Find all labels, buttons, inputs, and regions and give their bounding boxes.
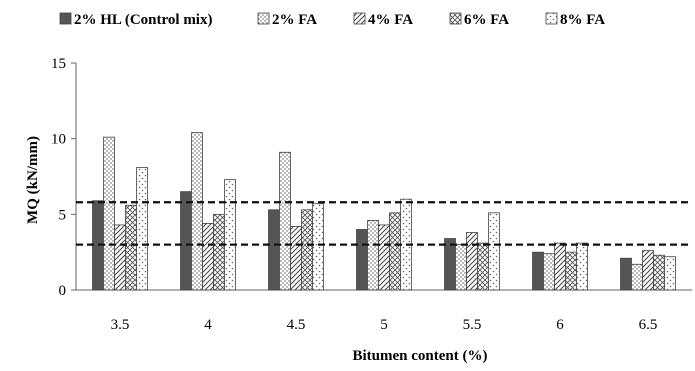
bar [125,204,137,291]
legend-label: 8% FA [560,12,605,28]
legend: 2% HL (Control mix) 2% FA 4% FA 6% FA 8% FA [59,12,605,28]
x-tick-label: 4 [204,317,212,333]
x-tick-label: 5 [380,317,388,333]
bar [455,244,467,291]
y-tick-label: 0 [59,283,67,299]
legend-swatch [353,12,366,25]
bar [631,263,643,291]
bar [378,224,390,291]
x-axis-title: Bitumen content (%) [353,348,488,364]
x-ticks: 3.5 4 4.5 5 5.5 6 6.5 [111,317,658,333]
bar [180,191,192,291]
bar [191,132,203,291]
legend-swatch [59,12,72,25]
bar [444,238,456,291]
bar [477,242,489,291]
legend-label: 6% FA [464,12,509,28]
bar [268,209,280,291]
reference-lines [76,201,692,246]
bar [103,136,115,291]
bar [554,242,566,291]
bar [642,250,654,291]
bar [279,151,291,291]
y-tick-label: 5 [59,207,67,223]
bar [664,256,676,291]
bar [543,253,555,291]
bar [488,212,500,291]
bar [532,251,544,291]
x-tick-label: 6.5 [639,317,658,333]
y-tick-label: 15 [51,56,66,72]
bar [653,254,665,291]
bar [367,219,379,291]
y-ticks: 0 5 10 15 [51,56,76,299]
bar [576,242,588,291]
legend-swatch [449,12,462,25]
legend-label: 2% HL (Control mix) [74,12,212,28]
bar [202,223,214,291]
x-tick-label: 3.5 [111,317,130,333]
legend-swatch [257,12,270,25]
bar [312,203,324,291]
bar [290,226,302,291]
legend-label: 2% FA [272,12,317,28]
bar [224,179,236,291]
bars [92,132,676,291]
bar [136,167,148,291]
bar [213,213,225,291]
bar [620,257,632,291]
bar [301,209,313,291]
x-tick-label: 5.5 [463,317,482,333]
legend-label: 4% FA [368,12,413,28]
bar [565,251,577,291]
x-tick-label: 6 [556,317,564,333]
legend-swatch [545,12,558,25]
y-tick-label: 10 [51,132,66,148]
bar [466,232,478,291]
bar [356,229,368,291]
bar [389,212,401,291]
bar [114,224,126,291]
x-tick-label: 4.5 [287,317,306,333]
y-axis-title: MQ (kN/mm) [25,136,41,224]
